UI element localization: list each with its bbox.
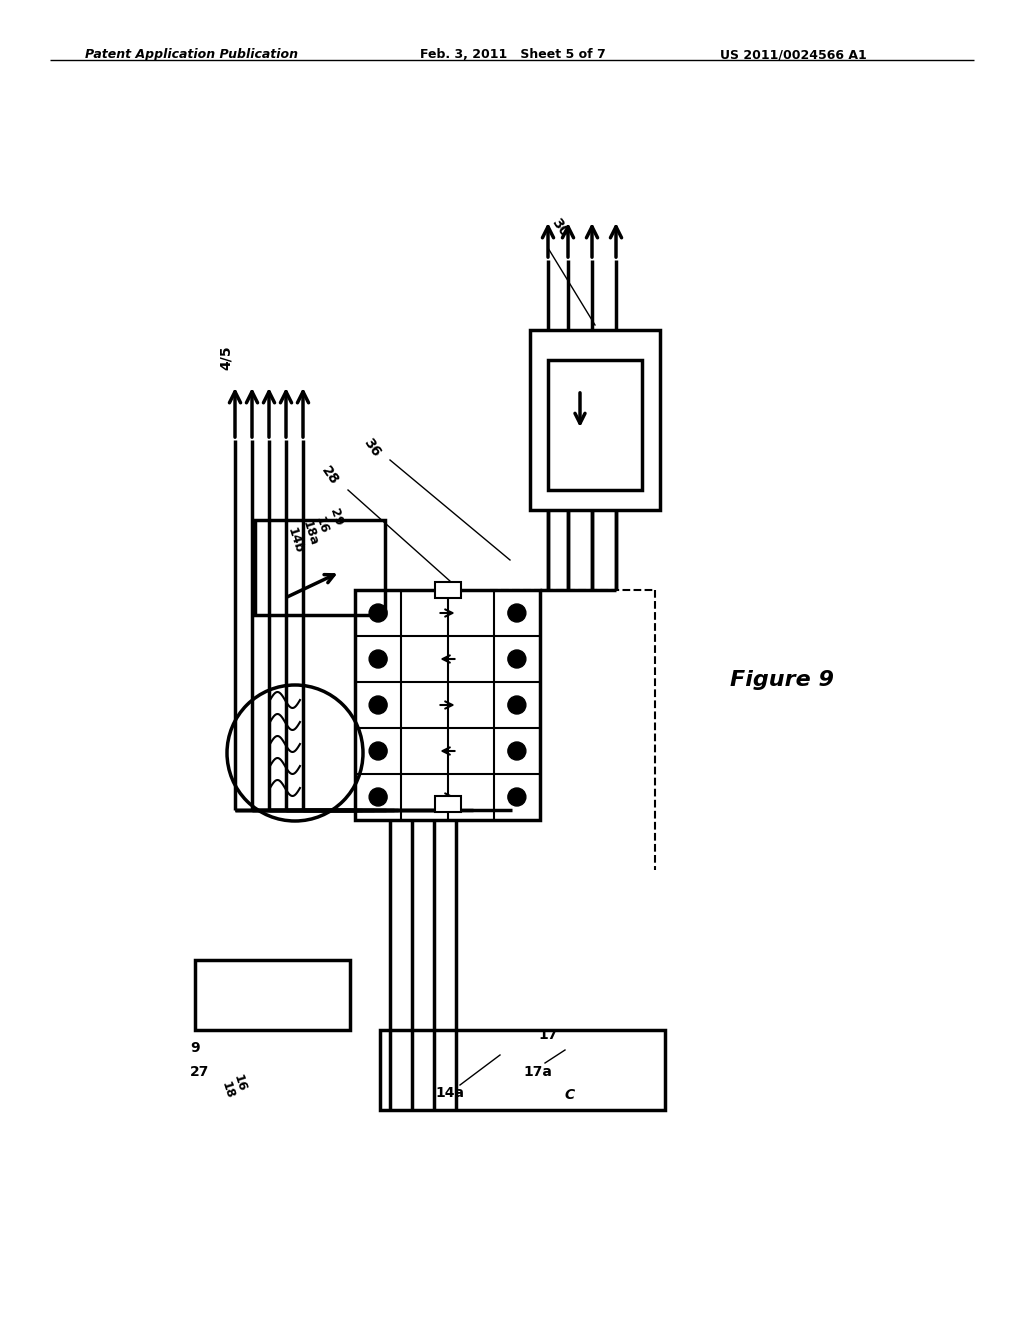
Text: 30: 30	[549, 216, 571, 240]
Bar	[434, 582, 461, 598]
Bar	[530, 330, 660, 510]
Text: 18: 18	[219, 1080, 237, 1101]
Bar	[548, 360, 642, 490]
Text: 28: 28	[318, 465, 341, 488]
Text: 17: 17	[539, 1028, 558, 1041]
Text: 18a: 18a	[300, 519, 321, 548]
Text: 4/5: 4/5	[219, 346, 233, 371]
Circle shape	[508, 649, 526, 668]
Text: Patent Application Publication: Patent Application Publication	[85, 48, 298, 61]
Circle shape	[508, 605, 526, 622]
Circle shape	[369, 649, 387, 668]
Bar	[434, 796, 461, 812]
Bar	[195, 960, 350, 1030]
Text: 16: 16	[313, 515, 331, 536]
Bar	[355, 590, 540, 820]
Text: 36: 36	[360, 436, 383, 459]
Circle shape	[369, 696, 387, 714]
Circle shape	[508, 696, 526, 714]
Text: 17a: 17a	[523, 1065, 552, 1078]
Text: Feb. 3, 2011   Sheet 5 of 7: Feb. 3, 2011 Sheet 5 of 7	[420, 48, 606, 61]
Text: US 2011/0024566 A1: US 2011/0024566 A1	[720, 48, 866, 61]
Bar	[255, 520, 385, 615]
Text: 16: 16	[231, 1073, 249, 1093]
Text: 29: 29	[327, 507, 345, 527]
Circle shape	[508, 788, 526, 807]
Text: Figure 9: Figure 9	[730, 671, 834, 690]
Text: 9: 9	[190, 1041, 200, 1055]
Text: C: C	[565, 1088, 575, 1102]
Circle shape	[369, 605, 387, 622]
Bar	[380, 1030, 665, 1110]
Text: 27: 27	[190, 1065, 210, 1078]
Text: 14a: 14a	[435, 1086, 465, 1100]
Text: 14b: 14b	[285, 525, 305, 554]
Circle shape	[369, 788, 387, 807]
Circle shape	[508, 742, 526, 760]
Circle shape	[369, 742, 387, 760]
